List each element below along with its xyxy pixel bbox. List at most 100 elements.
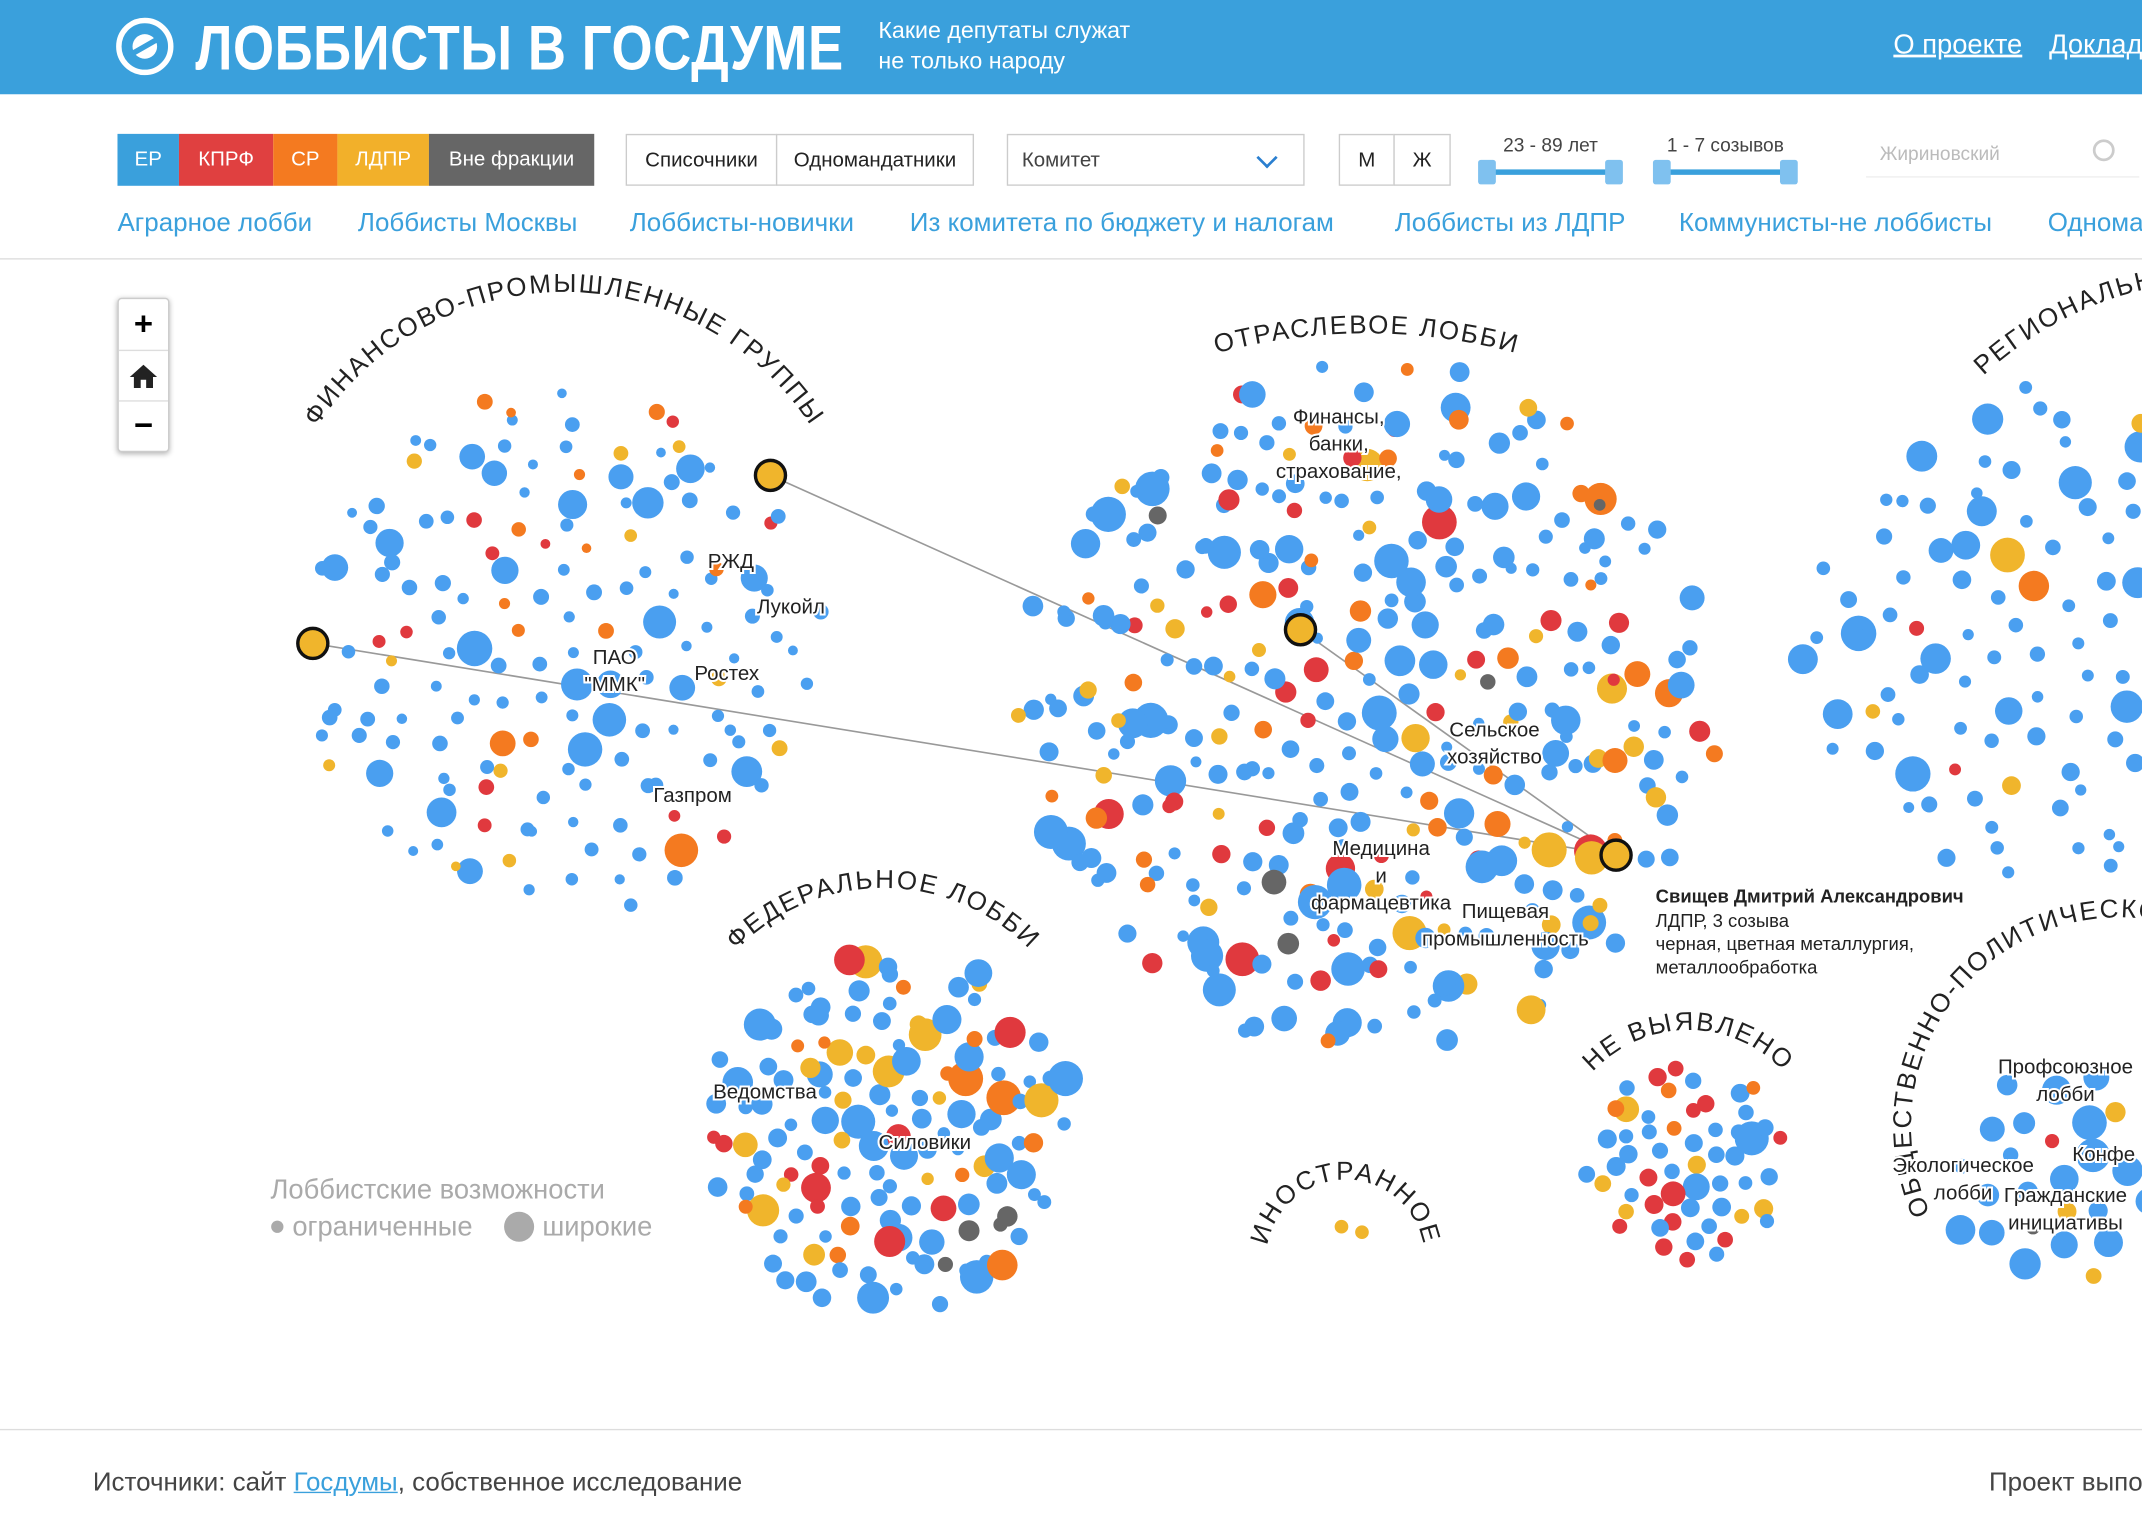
deputy-dot[interactable] [964, 959, 993, 987]
deputy-dot[interactable] [1638, 542, 1651, 555]
deputy-dot[interactable] [911, 1108, 932, 1129]
deputy-dot[interactable] [844, 1005, 862, 1022]
deputy-dot[interactable] [532, 656, 548, 672]
deputy-dot[interactable] [1091, 873, 1105, 887]
deputy-dot[interactable] [986, 1172, 1008, 1194]
deputy-dot[interactable] [442, 647, 456, 660]
deputy-dot[interactable] [1909, 620, 1925, 636]
deputy-dot[interactable] [1754, 1199, 1774, 1219]
deputy-dot[interactable] [1664, 1163, 1680, 1180]
range-handle[interactable] [1605, 159, 1623, 185]
deputy-dot[interactable] [959, 1260, 994, 1294]
deputy-dot[interactable] [523, 731, 539, 748]
party-filter[interactable]: Вне фракции [428, 133, 595, 186]
deputy-dot[interactable] [1045, 789, 1059, 803]
deputy-dot[interactable] [1111, 713, 1126, 728]
deputy-dot[interactable] [1648, 520, 1667, 539]
deputy-dot[interactable] [1987, 650, 2002, 665]
deputy-dot[interactable] [1667, 1060, 1684, 1077]
deputy-dot[interactable] [1340, 782, 1359, 801]
deputy-dot[interactable] [1531, 832, 1567, 868]
deputy-dot[interactable] [1541, 915, 1561, 935]
deputy-dot[interactable] [498, 597, 511, 610]
deputy-dot[interactable] [527, 459, 538, 470]
deputy-dot[interactable] [1656, 804, 1679, 826]
range-track[interactable] [1483, 169, 1618, 175]
deputy-dot[interactable] [848, 980, 870, 1002]
deputy-dot[interactable] [954, 1042, 984, 1072]
deputy-dot[interactable] [746, 1194, 780, 1227]
deputy-dot[interactable] [1773, 1130, 1788, 1145]
party-filter[interactable]: КПРФ [178, 133, 274, 186]
deputy-dot[interactable] [1919, 497, 1936, 514]
deputy-dot[interactable] [1186, 878, 1200, 892]
deputy-dot[interactable] [489, 730, 516, 757]
deputy-dot[interactable] [1118, 924, 1137, 943]
deputy-dot[interactable] [668, 724, 679, 735]
deputy-dot[interactable] [801, 981, 816, 996]
deputy-dot[interactable] [2110, 690, 2142, 723]
deputy-dot[interactable] [1090, 496, 1126, 533]
deputy-dot[interactable] [859, 1266, 877, 1284]
deputy-dot[interactable] [1882, 607, 1898, 623]
deputy-dot[interactable] [800, 1057, 821, 1079]
deputy-dot[interactable] [624, 529, 638, 542]
deputy-dot[interactable] [2045, 539, 2061, 556]
deputy-dot[interactable] [1119, 733, 1136, 750]
deputy-dot[interactable] [1966, 496, 1997, 527]
deputy-dot[interactable] [2088, 1201, 2108, 1221]
deputy-dot[interactable] [1374, 543, 1409, 579]
deputy-dot[interactable] [1619, 1080, 1635, 1096]
quick-filter[interactable]: Коммунисты-не лоббисты [1678, 209, 1993, 238]
deputy-dot[interactable] [1516, 995, 1546, 1025]
deputy-dot[interactable] [1045, 693, 1057, 705]
deputy-dot[interactable] [1138, 523, 1157, 542]
deputy-dot[interactable] [991, 1066, 1006, 1082]
deputy-dot[interactable] [1271, 416, 1287, 431]
deputy-dot[interactable] [1519, 398, 1538, 417]
deputy-dot[interactable] [994, 1016, 1026, 1048]
deputy-dot[interactable] [1449, 362, 1470, 382]
deputy-dot[interactable] [1142, 952, 1163, 974]
deputy-dot[interactable] [1212, 844, 1231, 864]
deputy-dot[interactable] [1133, 578, 1149, 594]
deputy-dot[interactable] [506, 414, 518, 426]
deputy-dot[interactable] [431, 610, 446, 625]
deputy-dot[interactable] [347, 507, 358, 518]
deputy-dot[interactable] [1264, 668, 1286, 690]
deputy-dot[interactable] [1895, 756, 1931, 792]
deputy-dot[interactable] [2057, 1202, 2077, 1221]
deputy-dot[interactable] [743, 1008, 776, 1041]
deputy-dot[interactable] [810, 997, 831, 1018]
deputy-dot[interactable] [1896, 494, 1909, 508]
deputy-dot[interactable] [614, 751, 630, 767]
deputy-dot[interactable] [1540, 610, 1562, 632]
deputy-dot[interactable] [1024, 1083, 1059, 1118]
deputy-dot[interactable] [1644, 1195, 1664, 1214]
deputy-dot[interactable] [1561, 821, 1574, 833]
deputy-dot[interactable] [1787, 644, 1818, 675]
deputy-dot[interactable] [2019, 380, 2033, 394]
deputy-dot[interactable] [1685, 1072, 1702, 1089]
deputy-dot[interactable] [676, 454, 705, 484]
deputy-dot[interactable] [2002, 460, 2021, 480]
deputy-dot[interactable] [2075, 784, 2087, 796]
deputy-dot[interactable] [826, 1039, 854, 1066]
deputy-dot[interactable] [2031, 690, 2044, 703]
deputy-dot[interactable] [459, 443, 486, 470]
deputy-dot[interactable] [434, 574, 451, 592]
deputy-dot[interactable] [768, 1128, 788, 1148]
gender-filter[interactable]: М [1338, 133, 1395, 186]
deputy-dot[interactable] [1810, 631, 1824, 645]
deputy-dot[interactable] [841, 1104, 876, 1139]
deputy-dot[interactable] [401, 579, 418, 596]
deputy-dot[interactable] [1085, 506, 1102, 522]
deputy-dot[interactable] [1085, 807, 1108, 829]
deputy-dot[interactable] [2050, 1231, 2078, 1259]
party-filter[interactable]: ЕР [117, 133, 179, 186]
deputy-dot[interactable] [497, 439, 512, 453]
deputy-dot[interactable] [872, 1012, 891, 1030]
deputy-dot[interactable] [911, 1089, 929, 1107]
deputy-dot[interactable] [1949, 763, 1962, 776]
deputy-dot[interactable] [2002, 776, 2021, 796]
